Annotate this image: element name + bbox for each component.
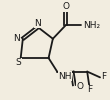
Text: N: N xyxy=(34,19,41,28)
Text: NH: NH xyxy=(58,72,72,81)
Text: F: F xyxy=(87,85,92,94)
Text: S: S xyxy=(16,58,21,67)
Text: N: N xyxy=(13,34,20,43)
Text: NH₂: NH₂ xyxy=(83,21,100,30)
Text: O: O xyxy=(62,2,69,11)
Text: O: O xyxy=(76,82,83,91)
Text: F: F xyxy=(101,72,106,81)
